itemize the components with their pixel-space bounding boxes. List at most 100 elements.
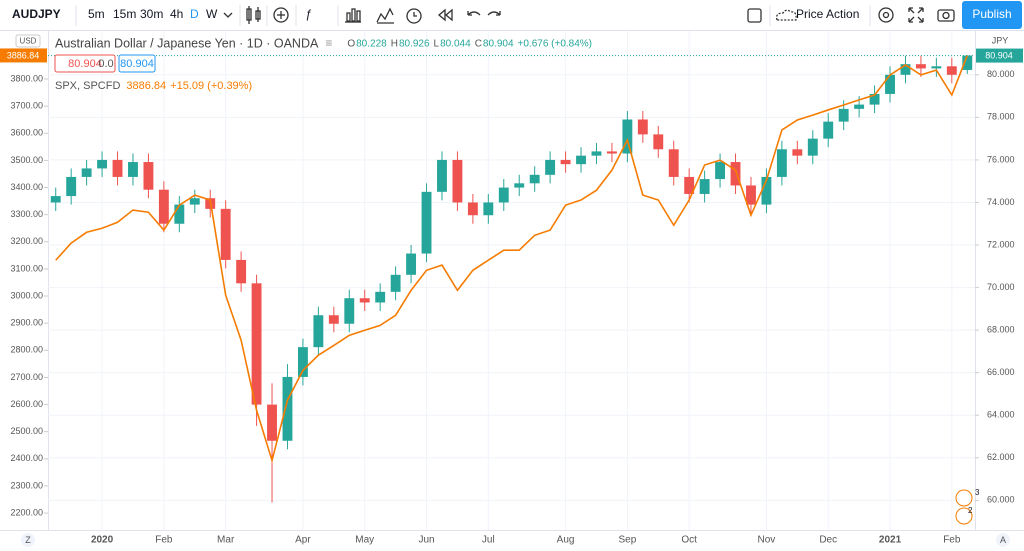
y2-tick-label: 3300.00 [10, 209, 43, 219]
y-tick-label: 76.000 [987, 154, 1015, 164]
interval[interactable]: D [190, 7, 199, 21]
indicator-badge[interactable] [955, 489, 973, 507]
bid[interactable]: 80.904 [68, 58, 102, 70]
x-tick-label: Dec [819, 535, 837, 546]
corner-button[interactable] [996, 533, 1010, 547]
candle-body [885, 74, 895, 94]
interval[interactable]: W [206, 7, 218, 21]
symbol[interactable]: AUDJPY [12, 7, 61, 21]
candle-body [50, 196, 61, 203]
candle-body [81, 168, 92, 177]
y2-tick-label: 2600.00 [10, 399, 43, 409]
y2-tick-label: 2400.00 [10, 453, 43, 463]
undo-icon[interactable] [467, 11, 481, 16]
candle-body [576, 155, 586, 165]
candle-body [761, 176, 772, 205]
last-spx-badge [0, 48, 47, 63]
candle-body [854, 104, 865, 109]
ohlc-label: L [434, 39, 440, 50]
ohlc-label: C [475, 39, 482, 50]
y2-tick-label: 3400.00 [10, 182, 43, 192]
candle-body [869, 93, 880, 105]
corner-button-label[interactable]: A [1000, 535, 1006, 545]
candle-body [545, 159, 556, 175]
candles-icon[interactable] [246, 6, 261, 24]
publish-label[interactable]: Publish [972, 7, 1011, 21]
candle-body [359, 298, 370, 303]
ohlc-value: 80.228 [356, 39, 387, 50]
candle-body [467, 202, 478, 216]
x-tick-label: 2020 [91, 535, 114, 546]
y-tick-label: 72.000 [987, 239, 1015, 249]
templates-icon[interactable] [376, 7, 394, 24]
fullscreen-icon[interactable] [908, 7, 924, 23]
alert-icon[interactable] [406, 8, 422, 24]
indicator-add-icon[interactable] [273, 7, 289, 23]
interval-menu[interactable] [223, 12, 233, 18]
candle-body [622, 119, 633, 154]
candle-body [900, 64, 911, 75]
indicator-badge-count: 2 [968, 506, 973, 515]
candle-body [591, 151, 602, 156]
x-tick-label: Mar [217, 535, 235, 546]
interval[interactable]: 5m [88, 7, 105, 21]
candle-body [128, 162, 138, 177]
candle-body [684, 176, 695, 194]
ohlc-value: 80.904 [483, 39, 514, 50]
candle-body [776, 149, 787, 177]
template-name[interactable]: Price Action [796, 7, 859, 21]
interval[interactable]: 15m [113, 7, 136, 21]
interval[interactable]: 4h [170, 7, 183, 21]
candle-body [529, 174, 540, 184]
compare-icon[interactable] [345, 8, 361, 23]
candle-body [730, 162, 741, 186]
x-tick-label: Jun [418, 535, 434, 546]
candle-body [606, 151, 617, 154]
indicators-icon[interactable]: ƒ [305, 7, 312, 21]
snapshot-icon[interactable] [937, 9, 955, 22]
y2-tick-label: 3200.00 [10, 236, 43, 246]
candle-body [375, 291, 386, 303]
corner-button[interactable] [21, 533, 35, 547]
candle-body [313, 315, 324, 348]
ask[interactable]: 80.904 [120, 58, 154, 70]
y2-tick-label: 3100.00 [10, 263, 43, 273]
redo-icon[interactable] [487, 11, 501, 16]
candle-body [668, 149, 679, 177]
spx-legend-name: SPX, SPCFD [55, 80, 120, 92]
candle-body [437, 159, 447, 192]
y-tick-label: 74.000 [987, 197, 1015, 207]
corner-button-label[interactable]: Z [25, 535, 31, 545]
settings-icon[interactable] [878, 7, 894, 23]
ask-box[interactable] [118, 54, 156, 73]
y-tick-label: 78.000 [987, 112, 1015, 122]
y2-tick-label: 2800.00 [10, 345, 43, 355]
candle-body [452, 159, 463, 203]
replay-icon[interactable] [437, 8, 453, 22]
interval[interactable]: 30m [140, 7, 163, 21]
last-price-label: 80.904 [985, 50, 1013, 60]
y2-tick-label: 2300.00 [10, 480, 43, 490]
candle-body [97, 159, 108, 169]
y2-tick-label: 2500.00 [10, 426, 43, 436]
y2-tick-label: 3700.00 [10, 101, 43, 111]
plot-area [48, 31, 975, 530]
left-unit: USD [20, 37, 37, 46]
fullscreen-square[interactable] [747, 8, 762, 23]
bid-box[interactable] [54, 54, 116, 73]
y2-tick-label: 2200.00 [10, 507, 43, 517]
candle-body [297, 347, 308, 377]
indicator-badge[interactable] [955, 507, 973, 525]
candle-body [236, 259, 247, 284]
x-tick-label: Aug [557, 535, 575, 546]
candle-body [267, 404, 277, 441]
candle-body [962, 55, 973, 70]
candle-body [514, 183, 525, 188]
publish-button[interactable] [962, 1, 1022, 29]
x-tick-label: Apr [295, 535, 311, 546]
ohlc-change: +0.676 (+0.84%) [518, 39, 593, 50]
candle-body [174, 204, 185, 224]
candle-body [915, 64, 926, 69]
candle-body [220, 208, 231, 260]
